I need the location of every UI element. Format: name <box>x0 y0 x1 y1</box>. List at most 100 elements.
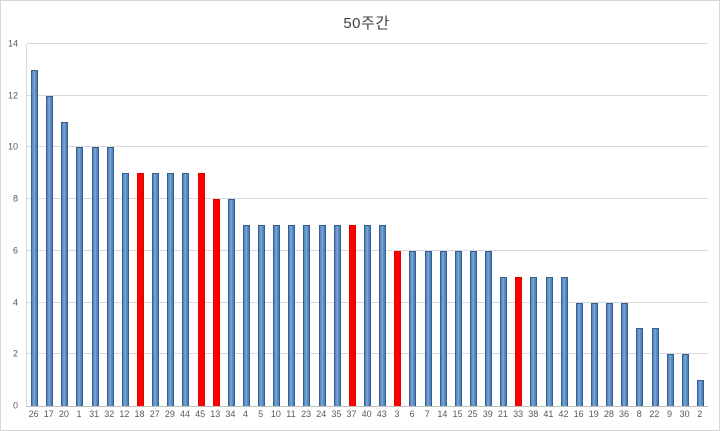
x-axis-label-34: 34 <box>225 409 236 419</box>
x-axis-label-6: 6 <box>409 409 415 419</box>
x-axis-label-42: 42 <box>558 409 569 419</box>
x-axis-label-31: 31 <box>89 409 100 419</box>
y-axis-label-0: 0 <box>12 400 18 411</box>
bar-43 <box>379 225 387 406</box>
y-axis-label-6: 6 <box>12 245 18 256</box>
x-axis-label-32: 32 <box>104 409 115 419</box>
bar-6 <box>409 250 417 406</box>
bar-1 <box>76 147 84 406</box>
bar-9 <box>666 354 674 406</box>
bar-39 <box>485 250 493 406</box>
x-axis-label-40: 40 <box>361 409 372 419</box>
x-axis-label-4: 4 <box>243 409 249 419</box>
x-axis-label-2: 2 <box>697 409 703 419</box>
y-axis-label-8: 8 <box>12 193 18 204</box>
y-axis-label-14: 14 <box>7 38 18 49</box>
bar-22 <box>651 328 659 406</box>
bar-38 <box>530 276 538 406</box>
bar-12 <box>121 173 129 406</box>
bar-29 <box>167 173 175 406</box>
x-axis-label-37: 37 <box>346 409 357 419</box>
gridline-y8 <box>27 198 708 200</box>
x-axis-labels: 26 17 20 1 31 32 12 18 27 29 44 45 13 34 4 5 10 11 23 24 35 3… <box>26 410 707 419</box>
x-axis-label-7: 7 <box>424 409 430 419</box>
x-axis-label-41: 41 <box>543 409 554 419</box>
bar-18 <box>137 173 144 406</box>
x-axis-label-39: 39 <box>482 409 493 419</box>
bar-37 <box>348 225 356 406</box>
x-axis-label-16: 16 <box>573 409 584 419</box>
bar-35 <box>333 225 341 406</box>
x-axis-label-9: 9 <box>666 409 672 419</box>
x-axis-label-20: 20 <box>58 409 69 419</box>
bar-24 <box>318 225 326 406</box>
bar-25 <box>469 250 477 406</box>
x-axis-label-25: 25 <box>467 409 478 419</box>
bar-45 <box>197 173 205 406</box>
bar-32 <box>106 147 114 406</box>
x-axis-label-13: 13 <box>210 409 221 419</box>
x-axis-label-45: 45 <box>195 409 206 419</box>
bar-10 <box>273 225 281 406</box>
y-axis-labels: 0 2 4 6 8 10 12 14 <box>1 39 18 410</box>
x-axis-label-24: 24 <box>316 409 327 419</box>
y-axis-label-2: 2 <box>12 348 18 359</box>
x-axis-label-44: 44 <box>179 409 190 419</box>
bar-34 <box>227 199 235 406</box>
gridline-y12 <box>27 94 708 96</box>
bar-42 <box>560 276 568 406</box>
x-axis-label-19: 19 <box>588 409 599 419</box>
x-axis-label-33: 33 <box>513 409 524 419</box>
x-axis-label-11: 11 <box>286 409 296 419</box>
bar-14 <box>439 250 447 406</box>
gridline-y10 <box>27 146 708 148</box>
plot-area <box>26 43 708 407</box>
bar-28 <box>606 302 614 406</box>
bar-27 <box>152 173 160 406</box>
bar-11 <box>288 225 296 406</box>
bar-15 <box>454 250 462 406</box>
bar-8 <box>636 328 644 406</box>
x-axis-label-17: 17 <box>43 409 54 419</box>
y-axis-label-12: 12 <box>7 90 18 101</box>
x-axis-label-36: 36 <box>619 409 630 419</box>
x-axis-label-18: 18 <box>134 409 145 419</box>
x-axis-label-14: 14 <box>437 409 448 419</box>
y-axis-label-4: 4 <box>12 297 18 308</box>
gridline-y14 <box>27 43 708 44</box>
bar-16 <box>575 302 583 406</box>
bar-2 <box>696 380 704 406</box>
bar-19 <box>591 302 598 406</box>
x-axis-label-35: 35 <box>331 409 342 419</box>
x-axis-label-3: 3 <box>394 409 400 419</box>
bar-36 <box>621 302 629 406</box>
bar-20 <box>61 121 69 406</box>
x-axis-label-29: 29 <box>164 409 175 419</box>
bar-41 <box>545 276 553 406</box>
x-axis-label-12: 12 <box>119 409 130 419</box>
bar-40 <box>364 225 371 406</box>
bar-3 <box>394 250 402 406</box>
bar-44 <box>182 173 190 406</box>
x-axis-label-1: 1 <box>76 409 82 419</box>
x-axis-label-10: 10 <box>270 409 281 419</box>
y-axis-label-10: 10 <box>7 141 18 152</box>
x-axis-label-38: 38 <box>528 409 539 419</box>
bar-17 <box>46 95 54 406</box>
bar-4 <box>242 225 250 406</box>
bar-26 <box>31 69 39 406</box>
bar-5 <box>258 225 266 406</box>
chart-title: 50주간 <box>343 15 390 32</box>
x-axis-label-21: 21 <box>497 409 508 419</box>
x-axis-label-5: 5 <box>258 409 264 419</box>
x-axis-label-23: 23 <box>301 409 312 419</box>
x-axis-label-8: 8 <box>636 409 642 419</box>
x-axis-label-27: 27 <box>149 409 160 419</box>
bar-23 <box>303 225 311 406</box>
x-axis-label-26: 26 <box>28 409 39 419</box>
bar-31 <box>91 147 99 406</box>
x-axis-label-15: 15 <box>452 409 463 419</box>
x-axis-label-22: 22 <box>649 409 660 419</box>
bar-33 <box>515 276 523 406</box>
